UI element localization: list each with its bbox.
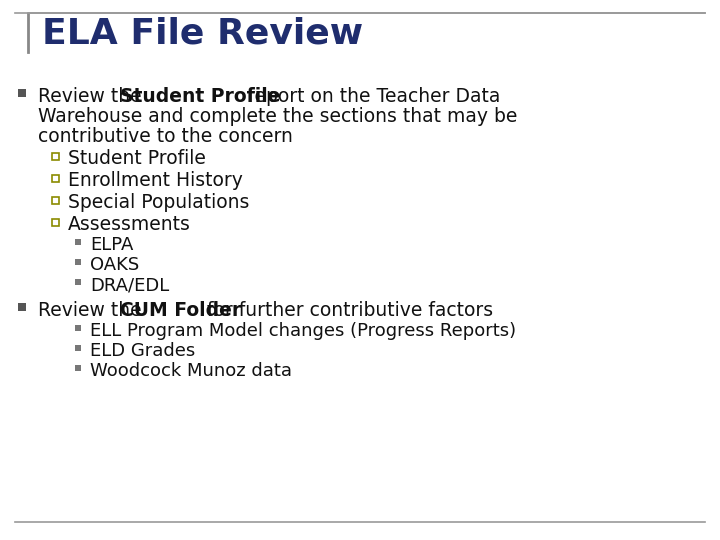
Bar bbox=[75, 325, 81, 331]
Bar bbox=[52, 219, 59, 226]
Bar bbox=[75, 259, 81, 265]
Bar bbox=[52, 152, 59, 159]
Bar bbox=[75, 279, 81, 285]
Text: ELPA: ELPA bbox=[90, 236, 133, 254]
Text: Enrollment History: Enrollment History bbox=[68, 172, 243, 191]
Bar bbox=[75, 345, 81, 351]
Text: Student Profile: Student Profile bbox=[120, 87, 280, 106]
Text: DRA/EDL: DRA/EDL bbox=[90, 276, 169, 294]
Text: Woodcock Munoz data: Woodcock Munoz data bbox=[90, 362, 292, 380]
Text: ELD Grades: ELD Grades bbox=[90, 342, 195, 360]
Bar bbox=[18, 303, 26, 311]
Text: Assessments: Assessments bbox=[68, 215, 191, 234]
Text: Review the: Review the bbox=[38, 301, 148, 321]
Bar bbox=[52, 174, 59, 181]
Text: OAKS: OAKS bbox=[90, 256, 139, 274]
Text: ELL Program Model changes (Progress Reports): ELL Program Model changes (Progress Repo… bbox=[90, 322, 516, 340]
Text: ELA File Review: ELA File Review bbox=[42, 16, 363, 50]
Text: Warehouse and complete the sections that may be: Warehouse and complete the sections that… bbox=[38, 107, 518, 126]
Text: Student Profile: Student Profile bbox=[68, 150, 206, 168]
Text: Special Populations: Special Populations bbox=[68, 193, 249, 213]
Text: for further contributive factors: for further contributive factors bbox=[201, 301, 492, 321]
Text: contributive to the concern: contributive to the concern bbox=[38, 127, 293, 146]
Text: CUM Folder: CUM Folder bbox=[120, 301, 241, 321]
Bar bbox=[75, 365, 81, 371]
Text: report on the Teacher Data: report on the Teacher Data bbox=[241, 87, 500, 106]
Bar bbox=[52, 197, 59, 204]
Bar bbox=[75, 239, 81, 245]
Text: Review the: Review the bbox=[38, 87, 148, 106]
Bar bbox=[18, 89, 26, 97]
